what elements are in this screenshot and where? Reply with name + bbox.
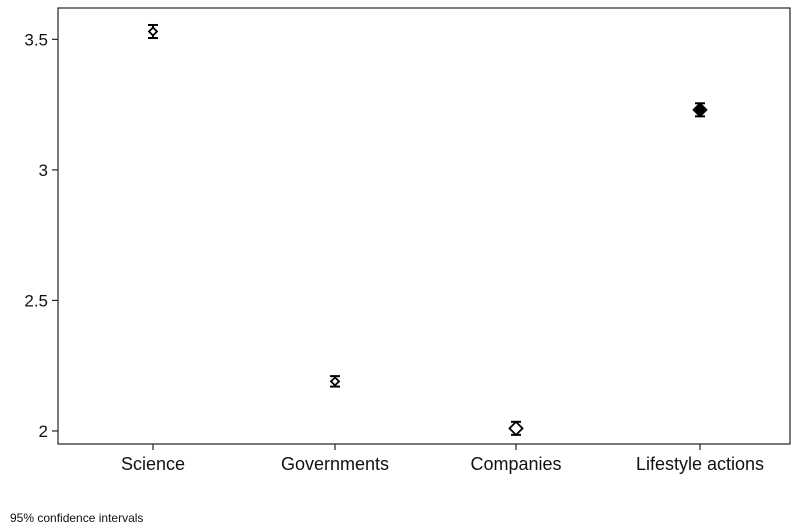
data-point xyxy=(692,102,708,118)
data-point-group xyxy=(147,23,159,40)
data-point-group xyxy=(692,102,708,118)
plot-frame xyxy=(57,7,791,445)
x-tick-label: Lifestyle actions xyxy=(636,454,764,474)
x-axis: Science Governments Companies Lifestyle act… xyxy=(121,444,764,474)
x-tick-label: Science xyxy=(121,454,185,474)
data-point xyxy=(329,376,341,387)
data-points xyxy=(147,23,708,437)
y-tick-label: 3 xyxy=(39,161,48,180)
data-point-group xyxy=(329,375,341,388)
footnote: 95% confidence intervals xyxy=(10,511,144,525)
y-tick-label: 3.5 xyxy=(24,30,48,49)
x-tick-label: Governments xyxy=(281,454,389,474)
data-point xyxy=(508,420,524,437)
y-tick-label: 2 xyxy=(39,422,48,441)
y-tick-label: 2.5 xyxy=(24,291,48,310)
data-point xyxy=(147,26,159,37)
data-point-group xyxy=(508,420,524,437)
x-tick-label: Companies xyxy=(470,454,561,474)
y-axis: 2 2.5 3 3.5 xyxy=(24,30,58,441)
